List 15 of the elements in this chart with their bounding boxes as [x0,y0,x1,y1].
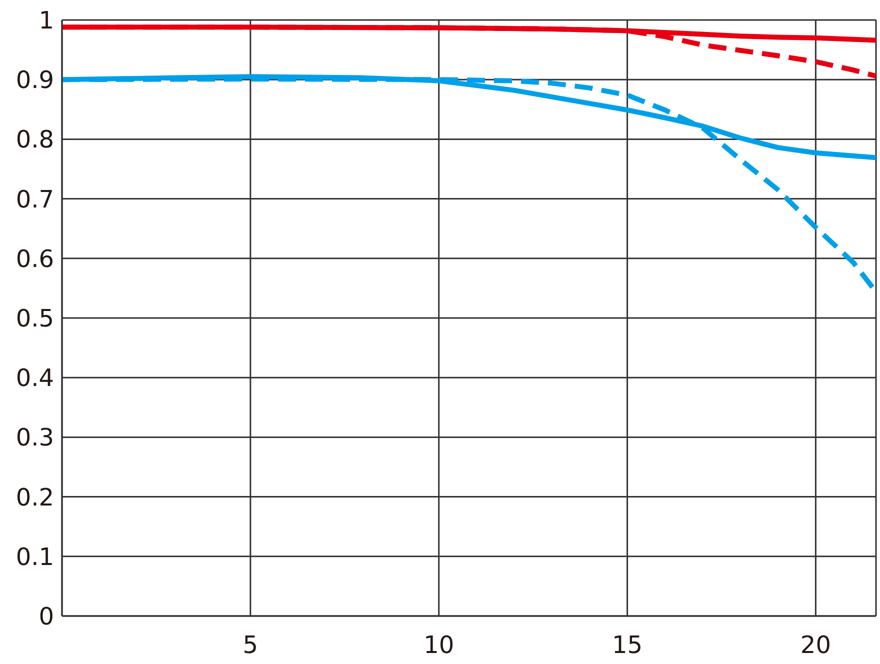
x-tick-label: 20 [800,631,831,660]
y-tick-label: 0.1 [16,542,54,571]
y-tick-label: 0.5 [16,304,54,333]
x-tick-label: 10 [424,631,454,660]
x-tick-label: 15 [612,631,643,660]
y-tick-label: 0.6 [16,244,54,273]
y-tick-label: 0.9 [16,66,54,94]
y-tick-label: 0.4 [16,364,54,392]
y-tick-label: 1 [38,6,54,35]
y-tick-label: 0.7 [16,185,54,214]
y-tick-label: 0.2 [16,483,54,512]
x-tick-label: 5 [242,631,258,660]
y-tick-label: 0 [38,602,54,631]
y-tick-label: 0.3 [16,424,54,452]
y-tick-label: 0.8 [16,126,54,154]
